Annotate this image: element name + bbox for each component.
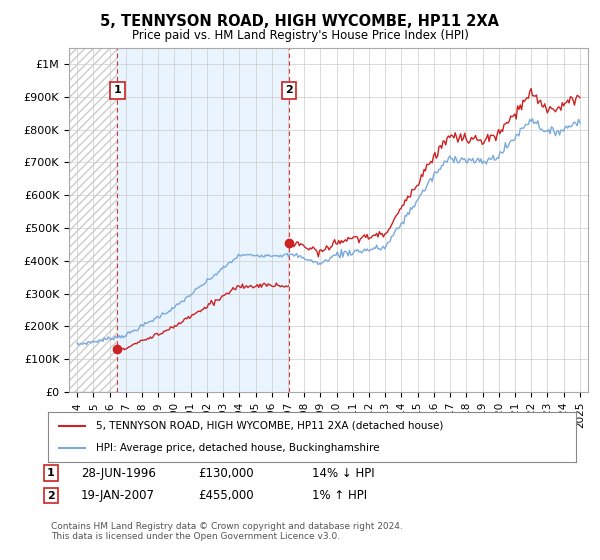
Text: 28-JUN-1996: 28-JUN-1996 <box>81 466 156 480</box>
Text: 1% ↑ HPI: 1% ↑ HPI <box>312 489 367 502</box>
Text: 5, TENNYSON ROAD, HIGH WYCOMBE, HP11 2XA: 5, TENNYSON ROAD, HIGH WYCOMBE, HP11 2XA <box>101 14 499 29</box>
Bar <box>69 48 118 392</box>
Text: 5, TENNYSON ROAD, HIGH WYCOMBE, HP11 2XA (detached house): 5, TENNYSON ROAD, HIGH WYCOMBE, HP11 2XA… <box>95 421 443 431</box>
Text: £455,000: £455,000 <box>198 489 254 502</box>
Text: Contains HM Land Registry data © Crown copyright and database right 2024.
This d: Contains HM Land Registry data © Crown c… <box>51 522 403 542</box>
Text: 2: 2 <box>47 491 55 501</box>
Text: Price paid vs. HM Land Registry's House Price Index (HPI): Price paid vs. HM Land Registry's House … <box>131 29 469 42</box>
Text: 14% ↓ HPI: 14% ↓ HPI <box>312 466 374 480</box>
Text: 19-JAN-2007: 19-JAN-2007 <box>81 489 155 502</box>
Text: £130,000: £130,000 <box>198 466 254 480</box>
Text: 1: 1 <box>47 468 55 478</box>
Text: 2: 2 <box>285 85 293 95</box>
Text: HPI: Average price, detached house, Buckinghamshire: HPI: Average price, detached house, Buck… <box>95 443 379 453</box>
Bar <box>118 48 289 392</box>
Text: 1: 1 <box>113 85 121 95</box>
